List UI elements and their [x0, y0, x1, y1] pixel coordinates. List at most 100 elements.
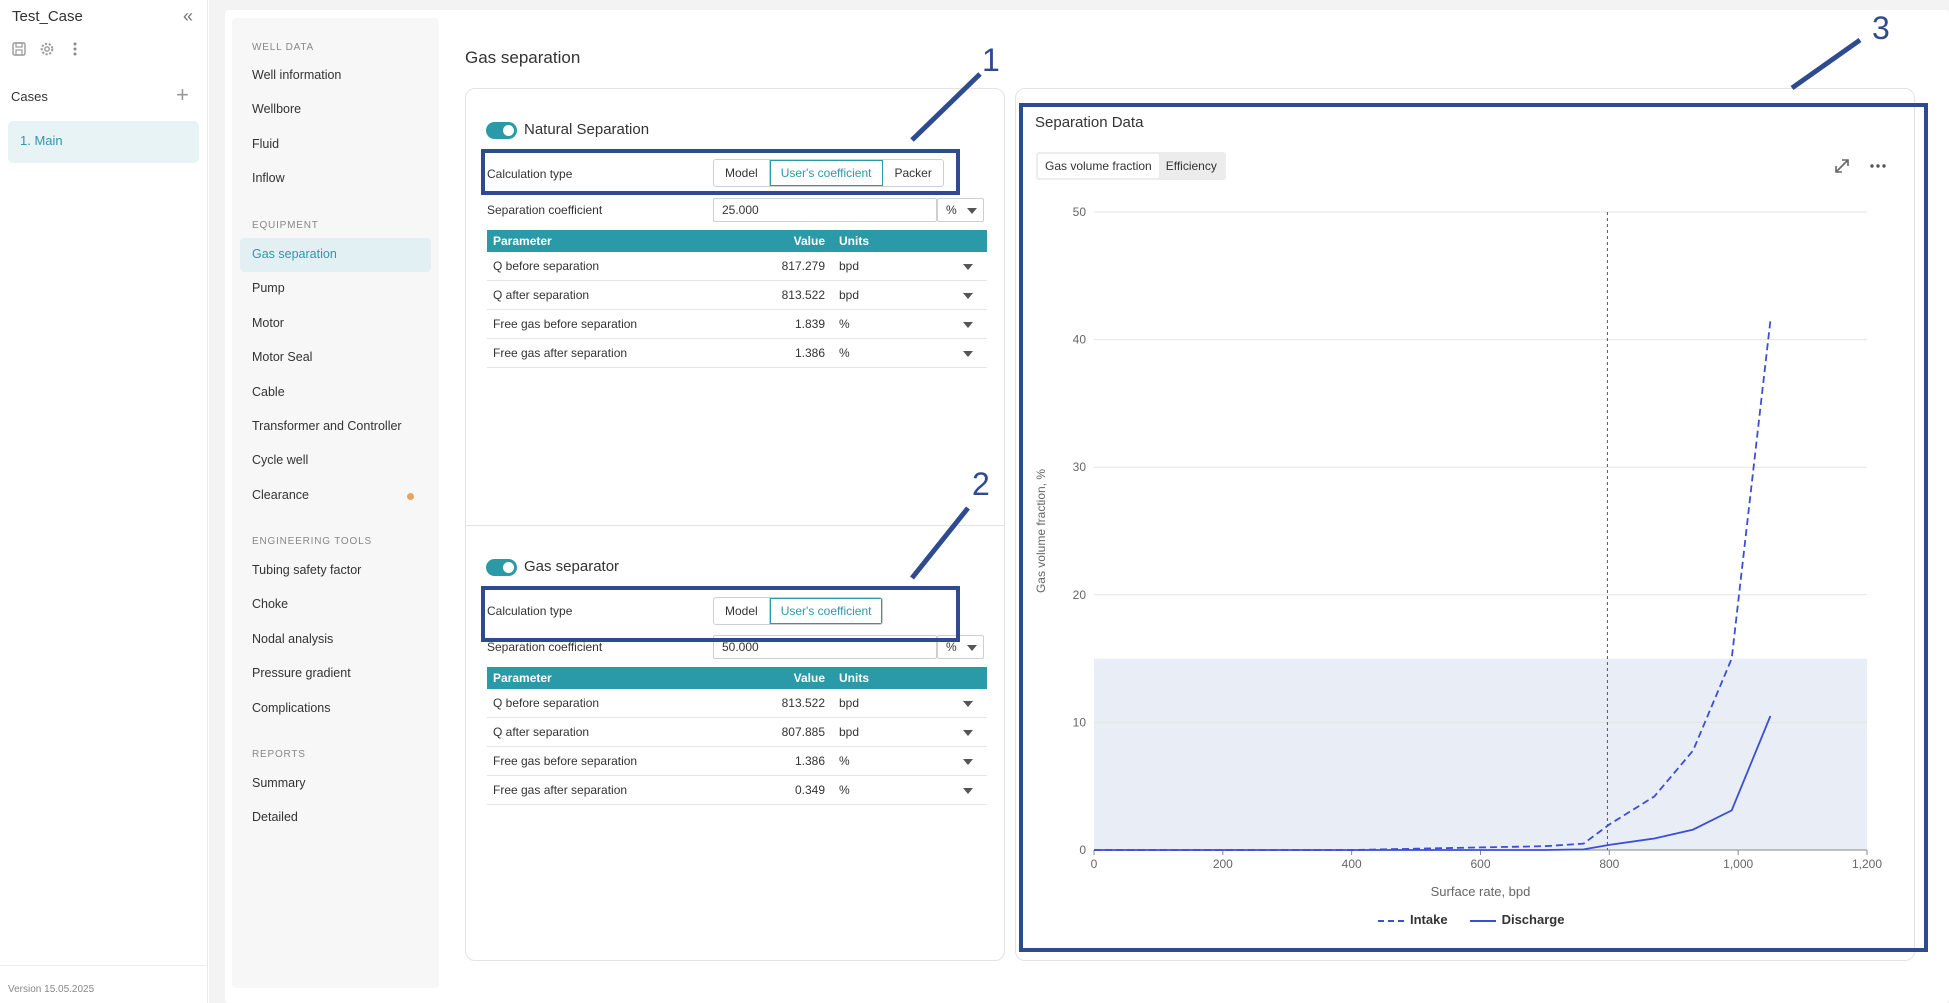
- row-value: 807.885: [781, 725, 825, 739]
- nav-item-wellbore[interactable]: Wellbore: [252, 102, 302, 116]
- nav-item-motor-seal[interactable]: Motor Seal: [252, 350, 313, 364]
- row-unit: bpd: [839, 288, 860, 302]
- row-unit: bpd: [839, 696, 860, 710]
- legend-item-intake[interactable]: Intake: [1378, 912, 1448, 927]
- row-value: 1.386: [794, 754, 825, 768]
- nav-item-clearance[interactable]: Clearance: [240, 479, 431, 513]
- natural-option-users-coefficient[interactable]: User's coefficient: [769, 160, 884, 186]
- annotation-box-3: [1019, 103, 1928, 952]
- row-unit: bpd: [839, 259, 860, 273]
- card-divider: [465, 525, 1005, 526]
- table-row: Q before separation 817.279 bpd: [487, 252, 987, 281]
- nav-item-transformer-controller[interactable]: Transformer and Controller: [252, 419, 402, 433]
- row-parameter: Free gas before separation: [493, 317, 638, 331]
- nav-item-fluid[interactable]: Fluid: [252, 137, 280, 151]
- version-label: Version 15.05.2025: [8, 984, 95, 995]
- row-unit: %: [839, 754, 850, 768]
- gas-separator-title: Gas separator: [524, 558, 620, 575]
- row-unit-select[interactable]: %: [833, 776, 987, 804]
- gas-separator-toggle[interactable]: [486, 559, 517, 576]
- add-case-icon[interactable]: +: [176, 82, 189, 107]
- legend-label-discharge: Discharge: [1501, 912, 1565, 927]
- natural-option-packer[interactable]: Packer: [894, 166, 932, 180]
- row-unit-select[interactable]: bpd: [833, 689, 987, 717]
- chevron-down-icon: [963, 759, 973, 765]
- tab-gas-volume-fraction[interactable]: Gas volume fraction: [1038, 154, 1159, 178]
- natural-separation-toggle[interactable]: [486, 122, 517, 139]
- row-unit-select[interactable]: %: [833, 747, 987, 775]
- row-unit: bpd: [839, 725, 860, 739]
- divider: [0, 965, 208, 966]
- natural-coef-input[interactable]: [713, 198, 937, 222]
- legend-swatch-discharge: [1469, 919, 1496, 922]
- row-parameter: Free gas after separation: [493, 346, 628, 360]
- nav-item-summary[interactable]: Summary: [252, 776, 306, 790]
- row-parameter: Q after separation: [493, 725, 590, 739]
- nav-item-cycle-well[interactable]: Cycle well: [252, 453, 309, 467]
- table-row: Q after separation 807.885 bpd: [487, 718, 987, 747]
- row-unit-select[interactable]: bpd: [833, 252, 987, 280]
- nav-item-complications[interactable]: Complications: [252, 701, 331, 715]
- row-unit-select[interactable]: %: [833, 339, 987, 367]
- chevron-down-icon: [963, 293, 973, 299]
- separator-option-model[interactable]: Model: [714, 598, 770, 624]
- table-header: Parameter Value Units: [487, 230, 987, 252]
- module-navigation: WELL DATA Well information Wellbore Flui…: [232, 18, 439, 988]
- nav-item-well-information[interactable]: Well information: [252, 68, 342, 82]
- natural-option-model[interactable]: Model: [714, 160, 770, 186]
- legend-item-discharge[interactable]: Discharge: [1469, 912, 1565, 927]
- double-chevron-left-icon[interactable]: «: [182, 6, 193, 26]
- table-row: Q before separation 813.522 bpd: [487, 689, 987, 718]
- more-horizontal-icon[interactable]: [1868, 156, 1888, 176]
- row-value: 1.386: [794, 346, 825, 360]
- expand-icon[interactable]: [1832, 156, 1852, 176]
- row-parameter: Q after separation: [493, 288, 590, 302]
- more-vertical-icon[interactable]: [66, 40, 84, 58]
- row-unit-select[interactable]: bpd: [833, 281, 987, 309]
- gear-icon[interactable]: [38, 40, 56, 58]
- save-icon[interactable]: [10, 40, 28, 58]
- natural-parameters-table: Parameter Value Units Q before separatio…: [487, 230, 987, 368]
- nav-item-detailed[interactable]: Detailed: [252, 810, 298, 824]
- row-value: 1.839: [794, 317, 825, 331]
- natural-calc-type-selector: Model User's coefficient Packer: [713, 159, 944, 187]
- nav-item-tubing-safety-factor[interactable]: Tubing safety factor: [252, 563, 362, 577]
- annotation-number-3: 3: [1872, 10, 1890, 46]
- natural-coef-unit-select[interactable]: %: [937, 198, 984, 222]
- nav-item-motor[interactable]: Motor: [252, 316, 284, 330]
- nav-item-clearance-label: Clearance: [252, 488, 309, 502]
- separator-option-users-coefficient[interactable]: User's coefficient: [769, 598, 883, 624]
- row-unit: %: [839, 346, 850, 360]
- chevron-down-icon: [967, 208, 977, 214]
- tab-efficiency[interactable]: Efficiency: [1165, 159, 1217, 173]
- project-title: Test_Case: [12, 8, 83, 25]
- header-parameter: Parameter: [493, 671, 552, 685]
- row-parameter: Q before separation: [493, 259, 600, 273]
- row-unit: %: [839, 317, 850, 331]
- nav-item-pump[interactable]: Pump: [252, 281, 285, 295]
- nav-item-pressure-gradient[interactable]: Pressure gradient: [252, 666, 351, 680]
- header-parameter: Parameter: [493, 234, 552, 248]
- row-unit-select[interactable]: %: [833, 310, 987, 338]
- separator-coef-label: Separation coefficient: [487, 640, 603, 654]
- chevron-down-icon: [963, 264, 973, 270]
- row-unit-select[interactable]: bpd: [833, 718, 987, 746]
- separator-calc-type-selector: Model User's coefficient: [713, 597, 884, 625]
- table-row: Free gas after separation 0.349 %: [487, 776, 987, 805]
- row-parameter: Free gas before separation: [493, 754, 638, 768]
- chart-title: Separation Data: [1035, 114, 1144, 131]
- row-parameter: Free gas after separation: [493, 783, 628, 797]
- nav-item-nodal-analysis[interactable]: Nodal analysis: [252, 632, 334, 646]
- natural-calc-type-label: Calculation type: [487, 167, 573, 181]
- nav-item-cable[interactable]: Cable: [252, 385, 285, 399]
- table-row: Free gas after separation 1.386 %: [487, 339, 987, 368]
- nav-item-gas-separation[interactable]: Gas separation: [240, 238, 431, 272]
- row-unit: %: [839, 783, 850, 797]
- project-toolbar: [10, 40, 84, 58]
- nav-item-choke[interactable]: Choke: [252, 597, 289, 611]
- row-value: 813.522: [781, 288, 825, 302]
- nav-section-reports: REPORTS: [252, 749, 306, 760]
- case-item-main[interactable]: 1. Main: [8, 121, 199, 163]
- nav-item-inflow[interactable]: Inflow: [252, 171, 285, 185]
- page-title: Gas separation: [465, 48, 581, 67]
